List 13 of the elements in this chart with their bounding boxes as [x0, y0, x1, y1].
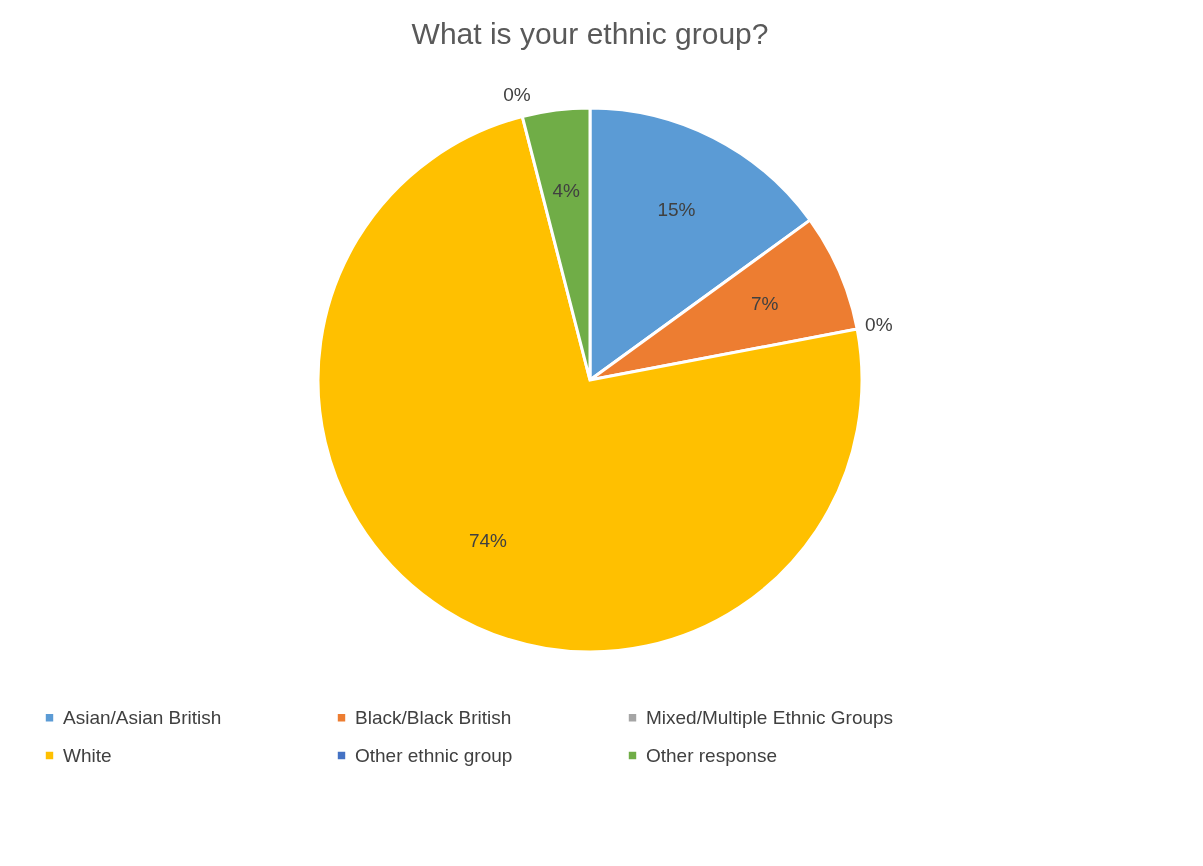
text: 0% [503, 84, 531, 106]
data-label: 15% [657, 199, 696, 221]
data-label: 74% [468, 529, 508, 551]
data-label: 4% [552, 180, 580, 202]
legend-label: Black/Black British [355, 706, 512, 728]
data-label: 7% [751, 293, 779, 315]
legend-label: Asian/Asian British [63, 706, 222, 728]
text: 0% [865, 313, 893, 335]
chart-title: What is your ethnic group? [411, 17, 769, 50]
legend-label: Other ethnic group [355, 744, 513, 766]
legend-label: Mixed/Multiple Ethnic Groups [646, 706, 894, 728]
legend-label: White [63, 744, 112, 766]
legend-label: Other response [646, 744, 777, 766]
